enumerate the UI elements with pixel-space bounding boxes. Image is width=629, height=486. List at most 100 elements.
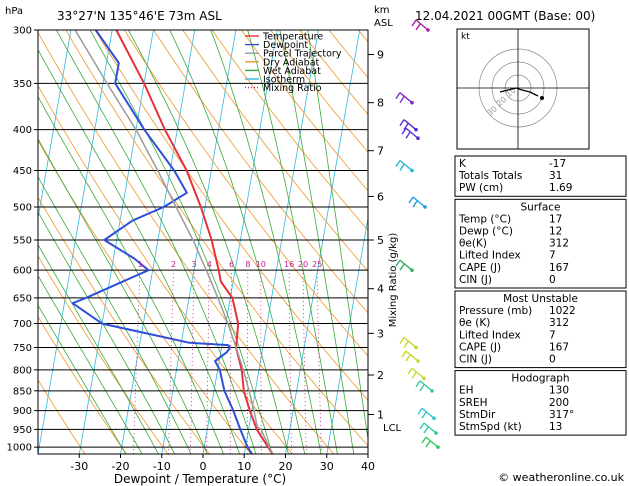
isotherm-line [78, 30, 154, 454]
wind-barb-feather [399, 337, 405, 344]
x-axis-label: Dewpoint / Temperature (°C) [114, 472, 286, 486]
wind-barb-dot [434, 431, 438, 435]
wind-barb-feather [411, 19, 417, 27]
pressure-tick-label: 900 [13, 406, 32, 417]
wind-barb [403, 336, 417, 349]
table-row-label: Totals Totals [458, 170, 522, 182]
lcl-label: LCL [383, 423, 402, 434]
mixing-ratio-axis-label: Mixing Ratio (g/kg) [388, 233, 399, 328]
wind-barb-feather [405, 354, 411, 362]
wind-barb-feather [425, 440, 431, 448]
parcel-trajectory-line [74, 30, 274, 454]
pressure-tick-label: 950 [13, 425, 32, 436]
wind-barb [405, 127, 419, 139]
pressure-tick-label: 600 [13, 266, 32, 277]
mixing-ratio-label: 3 [192, 260, 197, 269]
legend-entry: Mixing Ratio [263, 83, 322, 94]
table-row-value: 7 [549, 329, 556, 341]
wind-barb-feather [423, 426, 429, 434]
wind-barb-feather [417, 407, 423, 415]
wind-barb-feather [403, 341, 409, 348]
temperature-tick-label: -30 [70, 460, 88, 473]
height-tick-label: 1 [377, 409, 384, 422]
table-row-value: 7 [549, 250, 556, 262]
hodograph-trace [499, 87, 539, 97]
height-tick-label: 5 [377, 234, 384, 247]
table-row-value: 200 [549, 397, 569, 409]
table-row-value: 130 [549, 385, 569, 397]
pressure-tick-label: 500 [13, 203, 32, 214]
dry-adiabat-line [240, 30, 368, 192]
isotherm-line [243, 30, 319, 454]
datetime-title: 12.04.2021 00GMT (Base: 00) [415, 9, 595, 23]
height-tick-label: 8 [377, 97, 384, 110]
table-row-value: -17 [549, 158, 566, 170]
storm-motion-marker [540, 96, 544, 100]
table-row-value: 0 [549, 274, 556, 286]
table-row-value: 312 [549, 317, 569, 329]
wind-barb-feather [395, 160, 401, 167]
mixing-ratio-label: 8 [245, 260, 250, 269]
dry-adiabat-line [211, 30, 368, 232]
wind-barb-dot [410, 268, 414, 272]
wind-barb-dot [416, 359, 420, 363]
wind-barb-feather [401, 127, 407, 135]
wind-barb-dot [426, 28, 430, 32]
wind-barb-feather [401, 350, 407, 358]
temperature-tick-label: 40 [361, 460, 375, 473]
mixing-ratio-label: 25 [312, 260, 322, 269]
wind-barb [399, 92, 413, 104]
wind-barb [403, 119, 417, 131]
dry-adiabat-line [270, 30, 368, 153]
temperature-tick-label: 20 [279, 460, 293, 473]
mixing-ratio-label: 2 [171, 260, 176, 269]
wind-barb-feather [421, 436, 427, 444]
index-table [454, 155, 627, 197]
table-row-label: EH [459, 385, 474, 397]
pressure-tick-label: 1000 [7, 443, 32, 454]
table-title: Hodograph [511, 373, 569, 385]
table-row-value: 317° [549, 409, 574, 421]
table-row-label: K [459, 158, 467, 170]
pressure-tick-label: 650 [13, 293, 32, 304]
temperature-axis: -30 -20 -10 0 10 20 30 40 [70, 454, 375, 473]
table-row-value: 0 [549, 354, 556, 366]
legend-entry: Parcel Trajectory [263, 49, 342, 60]
pressure-tick-label: 850 [13, 386, 32, 397]
legend-entry: Dewpoint [263, 40, 308, 51]
isotherm-line [202, 30, 278, 454]
wind-barb-feather [411, 371, 417, 379]
temperature-tick-label: -20 [112, 460, 130, 473]
mixing-ratio-label: 16 [284, 260, 294, 269]
table-row-label: θe (K) [459, 317, 490, 329]
dry-adiabat-line [94, 30, 368, 401]
wind-barb-feather [399, 263, 405, 271]
legend-entry: Wet Adiabat [263, 66, 321, 77]
temperature-tick-label: 0 [200, 460, 207, 473]
wind-barb-feather [395, 259, 401, 267]
pressure-tick-label: 300 [13, 26, 32, 37]
wind-barb-feather [395, 92, 401, 100]
height-tick-label: 4 [377, 283, 384, 296]
wind-barbs [395, 19, 440, 449]
profile-series [71, 30, 274, 454]
height-tick-label: 7 [377, 145, 384, 158]
pressure-tick-label: 700 [13, 319, 32, 330]
mixing-ratio-label: 20 [298, 260, 308, 269]
table-row-value: 312 [549, 238, 569, 250]
table-row-value: 12 [549, 226, 562, 238]
wind-barb-dot [416, 136, 420, 141]
wind-barb-feather [408, 196, 414, 204]
height-tick-label: 3 [377, 327, 384, 340]
hodograph-unit: kt [461, 32, 470, 42]
isotherm-line [326, 215, 368, 454]
wind-barb-dot [414, 345, 418, 350]
mixing-ratio-label: 4 [207, 260, 212, 269]
wind-barb [419, 380, 433, 392]
temperature-tick-label: 10 [237, 460, 251, 473]
isobars [38, 29, 368, 448]
wind-barb [421, 407, 435, 419]
dry-adiabat-line [182, 30, 368, 272]
wind-barb [411, 367, 425, 379]
